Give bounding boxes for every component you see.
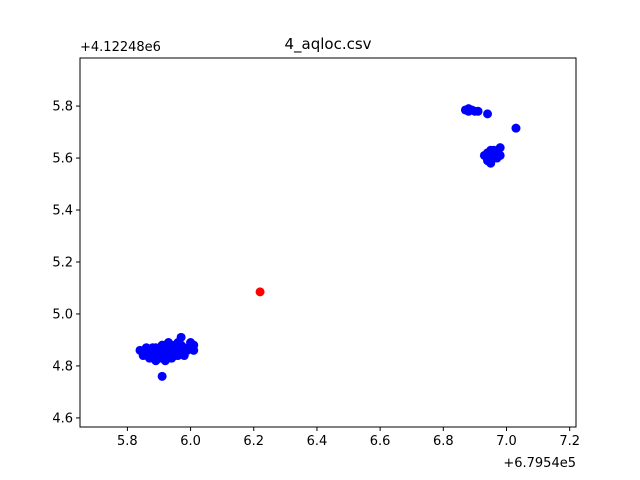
blue-data-point — [157, 371, 167, 381]
y-offset-label: +4.12248e6 — [80, 40, 161, 55]
y-tick-label: 5.6 — [52, 152, 73, 167]
red-data-point — [255, 287, 265, 297]
y-tick-label: 5.4 — [52, 204, 73, 219]
blue-data-point — [189, 345, 199, 355]
plot-frame — [79, 57, 577, 428]
x-axis-ticks: 5.8 6.0 6.2 6.4 6.6 6.8 7.0 7.2 — [117, 427, 580, 449]
data-points — [135, 104, 521, 381]
blue-data-point — [486, 145, 496, 155]
blue-data-point — [154, 353, 164, 363]
x-tick-label: 6.4 — [307, 434, 328, 449]
blue-data-point — [141, 343, 151, 353]
plot-area — [80, 58, 576, 427]
blue-data-point — [163, 338, 173, 348]
blue-data-point — [511, 123, 521, 133]
x-tick-label: 6.8 — [433, 434, 454, 449]
y-tick-label: 4.6 — [52, 411, 73, 426]
blue-data-point — [483, 156, 493, 166]
chart-title: 4_aqloc.csv — [284, 35, 371, 54]
blue-data-point — [483, 109, 493, 119]
x-tick-label: 6.0 — [180, 434, 201, 449]
x-tick-label: 5.8 — [117, 434, 138, 449]
x-tick-label: 7.0 — [496, 434, 517, 449]
x-offset-label: +6.7954e5 — [503, 456, 576, 471]
x-tick-label: 6.2 — [243, 434, 264, 449]
y-tick-label: 5.2 — [52, 255, 73, 270]
y-tick-label: 5.0 — [52, 307, 73, 322]
y-axis-ticks: 4.6 4.8 5.0 5.2 5.4 5.6 5.8 — [52, 100, 80, 426]
blue-data-point — [495, 150, 505, 160]
blue-data-point — [179, 351, 189, 361]
blue-data-point — [473, 106, 483, 116]
y-tick-label: 4.8 — [52, 359, 73, 374]
y-tick-label: 5.8 — [52, 100, 73, 115]
blue-data-point — [495, 143, 505, 153]
x-tick-label: 6.6 — [370, 434, 391, 449]
blue-data-point — [170, 351, 180, 361]
blue-data-point — [173, 338, 183, 348]
x-tick-label: 7.2 — [559, 434, 580, 449]
